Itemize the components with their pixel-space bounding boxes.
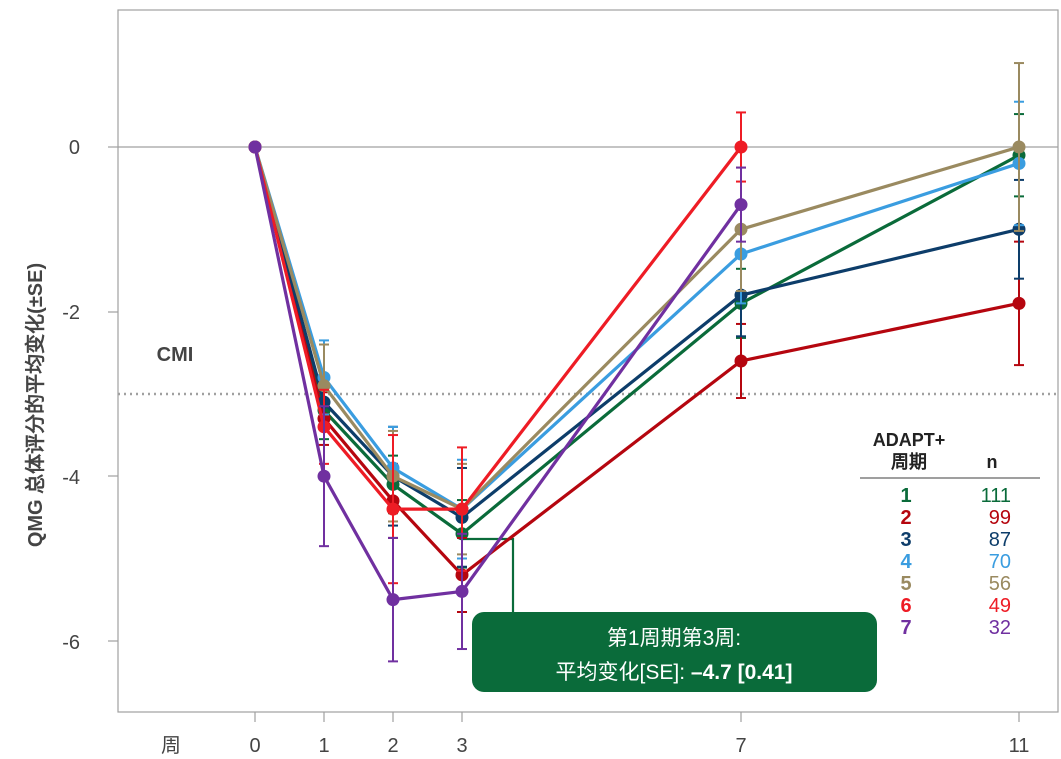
x-tick-label: 11 [1009, 735, 1030, 757]
series-line [253, 146, 1020, 511]
x-tick-label: 7 [735, 735, 746, 757]
data-point [734, 198, 748, 212]
y-tick-label: 0 [69, 137, 80, 159]
y-tick-label: -4 [62, 467, 80, 489]
legend-series-id: 6 [900, 595, 911, 617]
series-line [253, 146, 1020, 577]
callout: 第1周期第3周: 平均变化[SE]: –4.7 [0.41] [472, 612, 877, 692]
data-point [455, 584, 469, 598]
series-line [253, 146, 743, 511]
callout-line2-prefix: 平均变化[SE]: [556, 661, 691, 684]
legend-header-n: n [987, 452, 998, 472]
series-line [253, 145, 1020, 511]
series-7 [248, 140, 748, 663]
x-tick-label: 1 [318, 735, 329, 757]
data-point [317, 469, 331, 483]
data-point [386, 593, 400, 607]
legend-series-id: 7 [900, 617, 911, 639]
y-tick-labels: 0 -2 -4 -6 [62, 137, 80, 654]
data-point [1012, 296, 1026, 310]
series-line [253, 146, 1020, 536]
legend-series-id: 4 [900, 551, 912, 573]
data-point [1012, 140, 1026, 154]
y-axis-label: QMG 总体评分的平均变化(±SE) [23, 263, 47, 547]
plot-frame [117, 9, 1059, 713]
x-tick-label: 3 [456, 735, 467, 757]
legend-series-n: 99 [989, 507, 1011, 529]
callout-box [472, 612, 877, 692]
x-tick-marks [254, 712, 1020, 722]
legend-series-n: 111 [981, 485, 1011, 507]
series-5 [248, 62, 1026, 556]
cmi-label: CMI [157, 344, 194, 366]
legend-series-id: 1 [900, 485, 911, 507]
callout-line2: 平均变化[SE]: –4.7 [0.41] [556, 661, 793, 684]
x-tick-labels: 0 1 2 3 7 11 [249, 735, 1029, 757]
callout-line1: 第1周期第3周: [607, 627, 741, 650]
legend-series-id: 2 [900, 507, 911, 529]
legend-series-id: 5 [900, 573, 911, 595]
y-tick-marks [108, 146, 118, 642]
legend-series-id: 3 [900, 529, 911, 551]
series-line [253, 146, 1020, 519]
legend-header-line2: 周期 [891, 452, 927, 472]
callout-connector [462, 537, 515, 618]
x-axis-label: 周 [161, 735, 181, 757]
x-tick-label: 0 [249, 735, 260, 757]
data-point [386, 502, 400, 516]
legend-series-n: 32 [989, 617, 1011, 639]
legend-series-n: 70 [989, 551, 1011, 573]
y-tick-label: -2 [62, 302, 80, 324]
data-point [455, 502, 469, 516]
callout-line2-value: –4.7 [0.41] [691, 661, 793, 684]
legend-series-n: 87 [989, 529, 1011, 551]
legend-header-line1: ADAPT+ [873, 430, 946, 450]
legend-series-n: 49 [989, 595, 1011, 617]
data-point [734, 140, 748, 154]
y-tick-label: -6 [62, 632, 80, 654]
legend-series-n: 56 [989, 573, 1011, 595]
series-layer [248, 62, 1026, 663]
x-tick-label: 2 [387, 735, 398, 757]
data-point [734, 354, 748, 368]
data-point [248, 140, 262, 154]
